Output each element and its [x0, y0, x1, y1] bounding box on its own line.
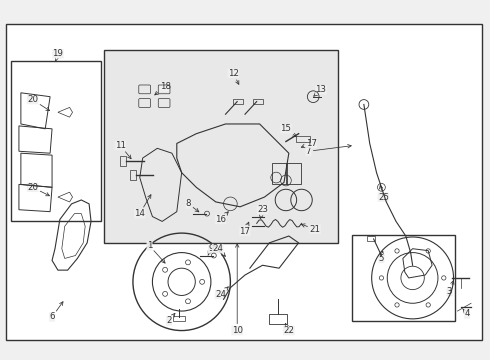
Text: 16: 16	[215, 212, 228, 224]
Text: 22: 22	[283, 323, 294, 335]
Text: 9: 9	[208, 244, 214, 255]
Text: 11: 11	[115, 141, 131, 159]
Text: 20: 20	[27, 183, 49, 196]
Text: 2: 2	[166, 313, 175, 325]
Text: 23: 23	[257, 205, 268, 219]
Bar	[130, 170, 136, 180]
Text: 17: 17	[301, 139, 317, 148]
Text: 12: 12	[228, 69, 239, 84]
FancyBboxPatch shape	[352, 235, 455, 321]
Text: 7: 7	[306, 144, 351, 156]
Bar	[270, 314, 287, 324]
Bar	[233, 99, 243, 104]
Text: 10: 10	[232, 244, 243, 335]
Text: 14: 14	[134, 195, 151, 218]
Text: 1: 1	[147, 241, 165, 263]
Text: 3: 3	[447, 281, 454, 296]
Text: 24: 24	[212, 244, 225, 256]
Bar	[272, 163, 287, 184]
Bar	[295, 136, 310, 141]
Bar	[173, 316, 185, 321]
Text: 20: 20	[27, 95, 49, 111]
Text: 17: 17	[240, 222, 250, 236]
Text: 13: 13	[314, 85, 326, 96]
Text: 8: 8	[186, 199, 199, 212]
Bar	[286, 163, 300, 184]
Text: 5: 5	[379, 251, 384, 263]
Bar	[120, 156, 126, 166]
FancyBboxPatch shape	[6, 24, 482, 340]
Text: 6: 6	[49, 302, 63, 321]
Bar	[367, 236, 374, 241]
Text: 21: 21	[301, 224, 320, 234]
Text: 19: 19	[52, 49, 63, 61]
Text: 15: 15	[280, 124, 296, 137]
FancyBboxPatch shape	[104, 50, 338, 243]
Text: 25: 25	[378, 185, 389, 202]
Text: 4: 4	[463, 309, 470, 319]
FancyBboxPatch shape	[11, 60, 101, 221]
Text: 24: 24	[215, 287, 228, 299]
Text: 18: 18	[155, 82, 171, 95]
Bar	[253, 99, 263, 104]
